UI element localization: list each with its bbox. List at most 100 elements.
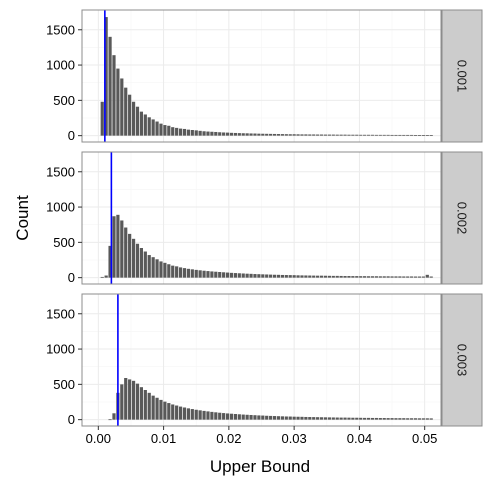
histogram-bar [378,276,382,278]
histogram-bar [272,416,277,420]
histogram-bar [284,134,288,136]
histogram-bar [308,134,312,136]
histogram-bar [374,134,378,136]
histogram-bar [124,378,128,420]
histogram-bar [308,275,312,278]
histogram-bar [359,276,363,278]
histogram-bar [225,132,230,136]
histogram-bar [417,418,422,420]
histogram-bar [229,132,234,136]
histogram-bar [312,275,316,278]
histogram-bar [288,134,292,136]
histogram-bar [394,276,398,278]
histogram-bar [124,227,128,278]
histogram-bar [257,415,261,420]
histogram-bar [402,276,406,278]
histogram-bar [261,415,265,420]
histogram-bar [143,251,147,278]
histogram-bar [108,245,112,278]
facet-strip-label: 0.001 [455,60,470,93]
histogram-bar [108,36,112,136]
x-tick-label: 0.05 [412,431,437,446]
histogram-bar [351,134,355,136]
histogram-bar [355,134,359,136]
histogram-bar [229,272,234,278]
histogram-bar [339,275,343,278]
histogram-bar [190,409,194,420]
histogram-bar [323,275,328,278]
facet-strip [441,9,483,143]
histogram-bar [222,132,226,136]
facet-panel-0.002: 0.002 [81,151,483,285]
histogram-bar [417,135,422,136]
histogram-bar [112,55,116,136]
histogram-bar [394,418,398,420]
histogram-bar [218,132,222,136]
histogram-bar [112,216,116,278]
histogram-bar [406,276,410,278]
histogram-bar [429,135,433,136]
histogram-bar [241,414,245,420]
histogram-bar [323,134,328,136]
histogram-bar [319,134,324,136]
histogram-bar [272,133,277,136]
y-tick-label: 1000 [46,342,75,357]
histogram-bar [347,417,351,420]
histogram-bar [214,131,218,136]
histogram-bar [292,275,296,278]
histogram-bar [237,133,241,136]
histogram-bar [237,273,241,278]
y-tick-label: 1500 [46,22,75,37]
histogram-bar [131,238,136,278]
histogram-bar [316,275,320,278]
histogram-bar [257,274,261,278]
histogram-bar [292,134,296,136]
histogram-bar [206,411,210,420]
histogram-bar [249,414,253,420]
histogram-bar [249,273,253,278]
histogram-bar [175,127,179,136]
histogram-bar [163,401,167,420]
histogram-bar [304,416,308,420]
histogram-bar [225,413,230,420]
facet-strip-label: 0.002 [455,202,470,235]
histogram-bar [104,275,108,278]
histogram-bar [355,276,359,278]
histogram-bar [296,416,300,420]
histogram-bar [241,273,245,278]
histogram-bar [159,399,163,420]
x-tick-label: 0.04 [347,431,372,446]
histogram-bar [386,276,390,278]
histogram-bar [163,125,167,136]
histogram-bar [202,131,206,136]
histogram-bar [382,134,386,136]
histogram-bar [159,123,163,136]
histogram-bar [167,403,171,420]
y-tick-label: 500 [53,235,75,250]
histogram-bar [304,134,308,136]
histogram-bar [167,264,171,278]
histogram-bar [155,121,159,136]
histogram-bar [374,417,378,420]
histogram-bar [347,134,351,136]
histogram-bar [194,409,198,420]
y-tick-label: 1000 [46,200,75,215]
histogram-bar [182,407,187,420]
histogram-bar [280,274,284,278]
y-tick-label: 0 [68,270,75,285]
histogram-bar [425,135,429,136]
histogram-bar [104,17,108,136]
histogram-bar [198,410,202,420]
y-tick-label: 500 [53,93,75,108]
histogram-bar [210,271,214,278]
facet-strip-label: 0.003 [455,344,470,377]
histogram-bar [269,415,273,420]
histogram-bar [171,127,175,136]
histogram-bar [206,131,210,136]
histogram-bar [222,413,226,420]
histogram-bar [394,134,398,136]
histogram-bar [312,417,316,420]
histogram-bar [210,411,214,420]
histogram-bar [233,414,237,420]
